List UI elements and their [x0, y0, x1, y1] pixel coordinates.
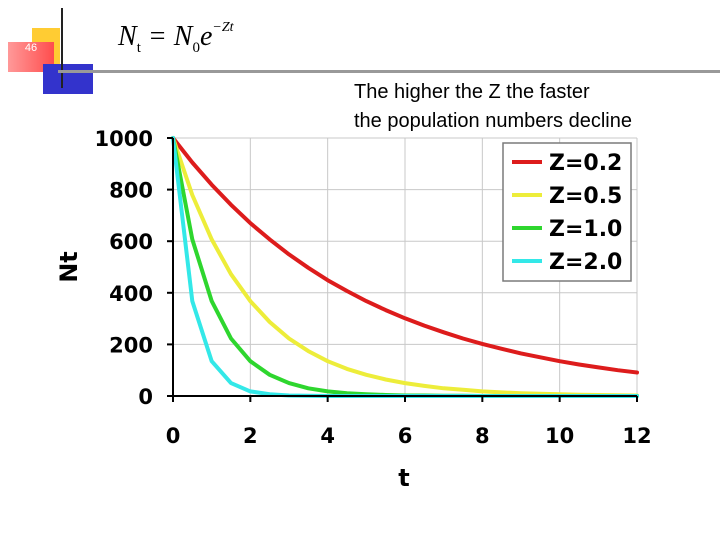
series-line-1: [171, 136, 639, 375]
formula-base: e: [199, 21, 213, 52]
formula-exponent: −Zt: [212, 20, 234, 35]
y-tick-label: 1000: [95, 127, 153, 151]
slide-number: 46: [24, 42, 38, 54]
formula-lhs: N: [118, 21, 137, 52]
legend-label: Z=0.5: [549, 184, 622, 209]
y-tick-label: 600: [109, 230, 153, 254]
y-tick-label: 200: [109, 333, 153, 357]
caption-line-1: The higher the Z the faster: [354, 81, 590, 103]
decor-blue-square: [43, 64, 93, 94]
formula-equals: =: [140, 21, 174, 52]
legend-label: Z=1.0: [549, 217, 622, 242]
decor-horizontal-line: [58, 70, 720, 73]
x-axis-title: t: [398, 464, 409, 492]
chart-axes: 0 2 4 6 8 10 12 0 200 400 600 800 1000: [95, 127, 652, 448]
y-tick-label: 400: [109, 282, 153, 306]
decor-vertical-line: [61, 8, 63, 88]
x-tick-label: 8: [475, 424, 490, 448]
legend-label: Z=2.0: [549, 250, 622, 275]
x-tick-label: 2: [243, 424, 258, 448]
x-tick-label: 4: [320, 424, 335, 448]
chart-legend: Z=0.2 Z=0.5 Z=1.0 Z=2.0: [502, 142, 632, 282]
legend-label: Z=0.2: [549, 151, 622, 176]
formula-rhs: N: [173, 21, 193, 52]
y-tick-label: 800: [109, 179, 153, 203]
legend-box: [502, 142, 632, 282]
x-tick-label: 10: [545, 424, 574, 448]
x-tick-label: 12: [622, 424, 651, 448]
formula-lhs-subscript: t: [136, 40, 141, 56]
caption: The higher the Z the faster the populati…: [354, 78, 714, 136]
caption-line-2: the population numbers decline: [354, 110, 632, 132]
decay-formula: Nt = N0e−Zt: [118, 20, 234, 57]
x-tick-label: 6: [398, 424, 413, 448]
y-tick-label: 0: [138, 385, 153, 409]
formula-rhs-subscript: 0: [192, 40, 200, 56]
y-axis-title: Nt: [55, 251, 83, 283]
x-tick-label: 0: [166, 424, 181, 448]
